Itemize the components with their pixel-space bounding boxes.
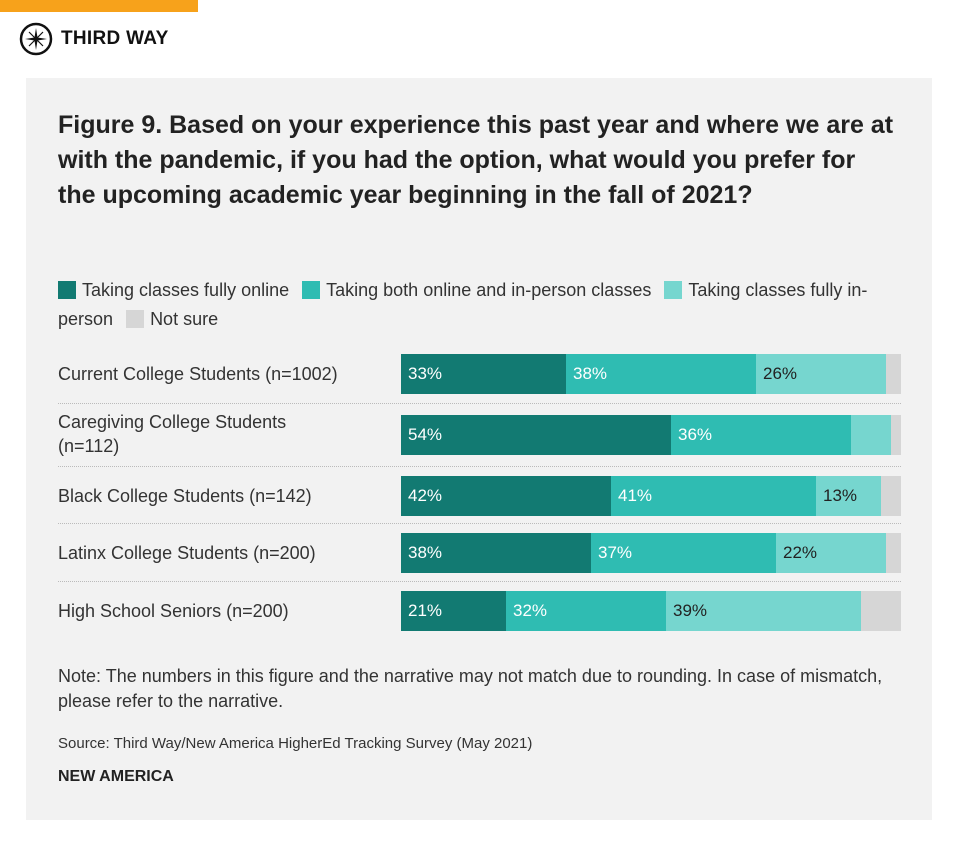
legend-item: Taking classes fully in-person xyxy=(58,280,867,329)
chart-title: Figure 9. Based on your experience this … xyxy=(58,111,894,209)
bar-segment xyxy=(881,476,901,516)
bar-segment: 38% xyxy=(566,354,756,394)
category-label: High School Seniors (n=200) xyxy=(58,601,289,621)
legend-swatch xyxy=(58,281,76,299)
legend-item: Taking classes fully online xyxy=(58,280,289,300)
bar-segment: 38% xyxy=(401,533,591,573)
accent-bar xyxy=(0,0,198,12)
bar-segment: 21% xyxy=(401,591,506,631)
bar-segment: 36% xyxy=(671,415,851,455)
bar-segment: 26% xyxy=(756,354,886,394)
bar-segment: 32% xyxy=(506,591,666,631)
bar-segment: 33% xyxy=(401,354,566,394)
legend-swatch xyxy=(126,310,145,328)
row-divider xyxy=(58,523,901,524)
compass-icon xyxy=(19,22,53,56)
legend: Taking classes fully online Taking both … xyxy=(58,276,878,334)
chart-note: Note: The numbers in this figure and the… xyxy=(58,666,883,711)
legend-swatch xyxy=(664,281,683,299)
third-way-logo: THIRD WAY xyxy=(19,22,169,56)
bar-segment xyxy=(861,591,901,631)
legend-label: Taking classes fully in-person xyxy=(58,280,868,329)
brand-name: THIRD WAY xyxy=(61,28,169,49)
legend-label: Taking classes fully online xyxy=(82,280,290,300)
bar-segment xyxy=(886,533,901,573)
bar-segment: 54% xyxy=(401,415,671,455)
category-label: Current College Students (n=1002) xyxy=(58,364,338,384)
bar-segment: 13% xyxy=(816,476,881,516)
legend-swatch xyxy=(302,281,321,299)
bar-segment: 41% xyxy=(611,476,816,516)
row-divider xyxy=(58,403,901,404)
bar-segment: 22% xyxy=(776,533,886,573)
bar-segment xyxy=(891,415,901,455)
row-divider xyxy=(58,466,901,467)
legend-label: Taking both online and in-person classes xyxy=(326,280,652,300)
legend-item: Taking both online and in-person classes xyxy=(302,280,651,300)
row-divider xyxy=(58,581,901,582)
bar-segment: 39% xyxy=(666,591,861,631)
bar-segment: 42% xyxy=(401,476,611,516)
legend-label: Not sure xyxy=(150,309,219,329)
category-label: Caregiving College Students (n=112) xyxy=(58,412,287,456)
chart-source: Source: Third Way/New America HigherEd T… xyxy=(58,735,533,752)
bar-segment xyxy=(851,415,891,455)
category-label: Latinx College Students (n=200) xyxy=(58,543,316,563)
credit-logo: NEW AMERICA xyxy=(58,768,174,785)
bar-segment xyxy=(886,354,901,394)
legend-item: Not sure xyxy=(126,309,218,329)
bar-segment: 37% xyxy=(591,533,776,573)
category-label: Black College Students (n=142) xyxy=(58,486,312,506)
